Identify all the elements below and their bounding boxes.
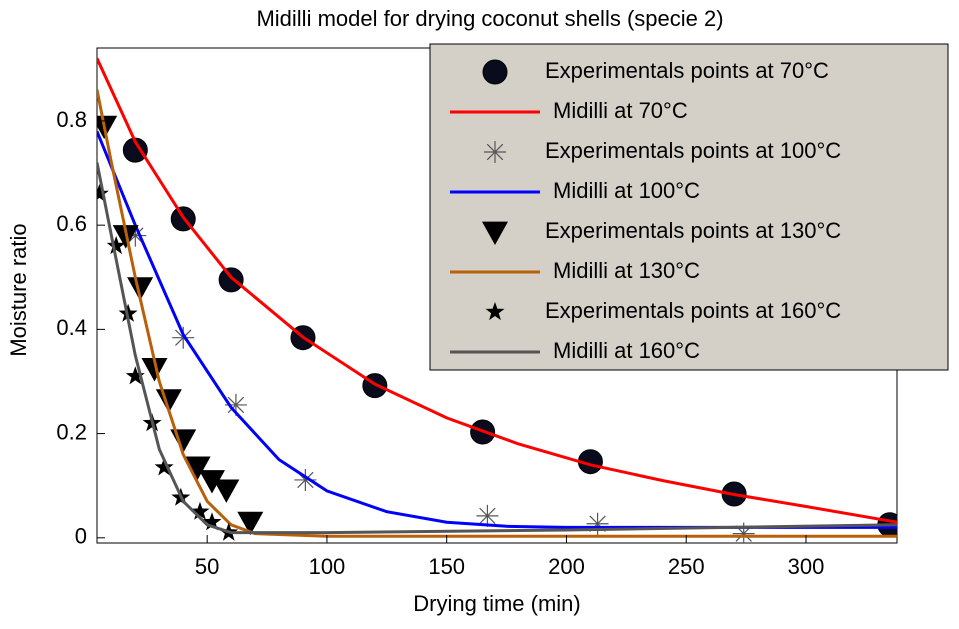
marker-shape <box>294 468 317 491</box>
marker-shape <box>732 522 755 543</box>
y-tick-label: 0.8 <box>56 107 87 132</box>
legend-box <box>429 43 949 371</box>
marker-star <box>190 501 210 520</box>
marker-shape <box>586 512 609 535</box>
marker-asterisk <box>294 468 317 491</box>
legend-label: Midilli at 100°C <box>553 178 700 203</box>
plot <box>97 57 897 543</box>
marker-star <box>202 512 222 531</box>
marker-shape <box>237 511 264 536</box>
marker-triangle <box>184 456 211 480</box>
marker-shape <box>190 501 210 520</box>
y-tick-label: 0.6 <box>56 211 87 236</box>
marker-shape <box>213 479 240 503</box>
model-curve <box>97 57 897 524</box>
x-tick-label: 150 <box>428 554 465 579</box>
marker-shape <box>485 302 505 321</box>
marker-shape <box>141 358 168 382</box>
marker-shape <box>198 470 225 494</box>
model-curve <box>97 89 897 538</box>
marker-shape <box>482 59 508 85</box>
legend-label: Experimentals points at 70°C <box>545 58 829 83</box>
y-axis-label: Moisture ratio <box>6 223 31 356</box>
marker-shape <box>106 236 126 255</box>
marker-star <box>125 366 145 385</box>
legend-label: Midilli at 130°C <box>553 258 700 283</box>
x-axis-label: Drying time (min) <box>413 591 580 616</box>
marker-circle <box>218 267 244 293</box>
marker-triangle <box>198 470 225 494</box>
y-tick-label: 0 <box>75 524 87 549</box>
legend: Experimentals points at 70°C Midilli at 7… <box>429 43 949 371</box>
marker-shape <box>476 504 499 527</box>
marker-shape <box>202 512 222 531</box>
marker-asterisk <box>124 224 147 247</box>
x-tick-label: 250 <box>668 554 705 579</box>
marker-asterisk <box>224 393 247 416</box>
marker-shape <box>482 221 508 245</box>
marker-shape <box>154 457 174 476</box>
x-tick-label: 50 <box>195 554 219 579</box>
marker-star <box>154 457 174 476</box>
marker-shape <box>184 456 211 480</box>
marker-shape <box>172 326 195 349</box>
marker-shape <box>224 393 247 416</box>
marker-shape <box>122 137 148 163</box>
marker-shape <box>124 224 147 247</box>
marker-triangle <box>237 511 264 536</box>
legend-label: Midilli at 70°C <box>553 98 688 123</box>
marker-triangle <box>482 221 508 245</box>
model-curve <box>97 162 897 535</box>
marker-circle <box>122 137 148 163</box>
marker-asterisk <box>476 504 499 527</box>
marker-triangle <box>141 358 168 382</box>
marker-asterisk <box>586 512 609 535</box>
marker-shape <box>218 267 244 293</box>
y-tick-label: 0.4 <box>56 315 87 340</box>
marker-star <box>106 236 126 255</box>
marker-asterisk <box>484 141 506 163</box>
y-tick-label: 0.2 <box>56 419 87 444</box>
x-tick-label: 300 <box>788 554 825 579</box>
legend-label: Experimentals points at 160°C <box>545 298 841 323</box>
marker-triangle <box>213 479 240 503</box>
marker-shape <box>125 366 145 385</box>
marker-circle <box>482 59 508 85</box>
x-tick-label: 200 <box>548 554 585 579</box>
model-curve <box>97 130 897 529</box>
marker-asterisk <box>732 522 755 543</box>
marker-shape <box>127 277 154 301</box>
marker-star <box>485 302 505 321</box>
marker-asterisk <box>172 326 195 349</box>
legend-label: Midilli at 160°C <box>553 338 700 363</box>
x-tick-label: 100 <box>309 554 346 579</box>
chart-title: Midilli model for drying coconut shells … <box>256 6 723 31</box>
marker-triangle <box>127 277 154 301</box>
legend-label: Experimentals points at 130°C <box>545 218 841 243</box>
legend-label: Experimentals points at 100°C <box>545 138 841 163</box>
marker-shape <box>484 141 506 163</box>
